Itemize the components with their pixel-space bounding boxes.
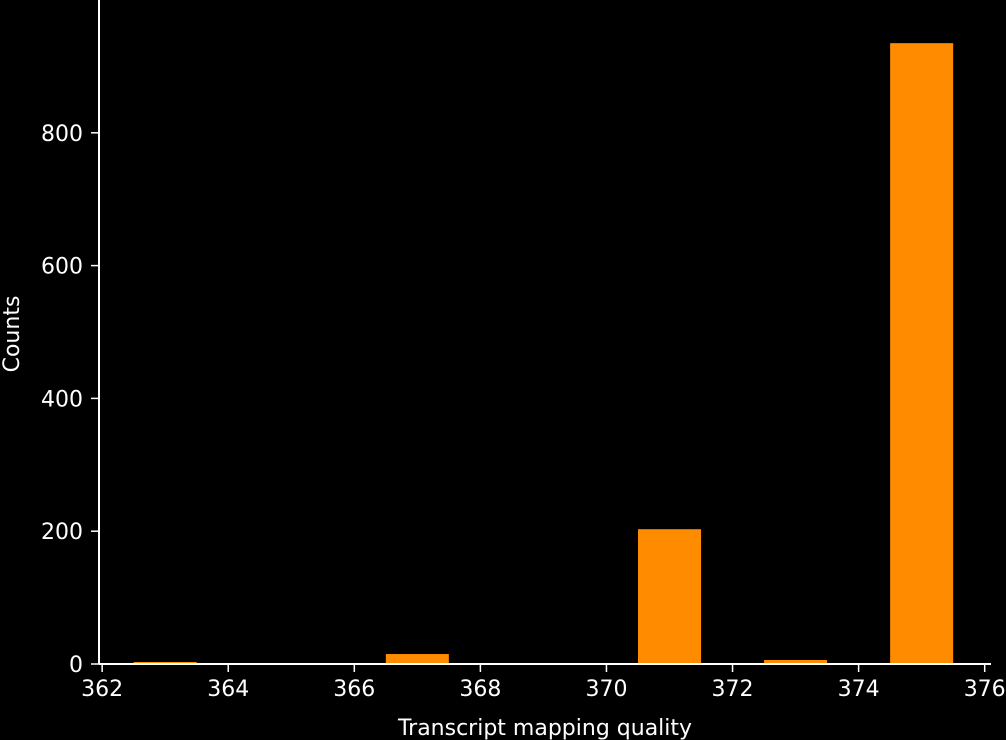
x-tick-label-370: 370 xyxy=(585,677,627,702)
y-axis-label: Counts xyxy=(0,296,25,373)
y-tick-label-600: 600 xyxy=(41,255,83,280)
x-tick-label-366: 366 xyxy=(333,677,375,702)
bar-371 xyxy=(637,529,702,664)
x-axis-ticks: 362 364 366 368 370 372 374 376 xyxy=(81,664,1006,702)
bar-373 xyxy=(764,660,828,664)
y-tick-label-800: 800 xyxy=(41,122,83,147)
bar-375 xyxy=(890,43,954,665)
x-tick-label-364: 364 xyxy=(207,677,249,702)
bars-group xyxy=(133,43,954,665)
y-tick-label-200: 200 xyxy=(41,520,83,545)
x-tick-label-374: 374 xyxy=(838,677,880,702)
x-tick-label-368: 368 xyxy=(459,677,501,702)
y-tick-label-400: 400 xyxy=(41,387,83,412)
x-axis-label: Transcript mapping quality xyxy=(397,716,692,740)
bar-367 xyxy=(385,654,449,664)
y-axis-ticks: 0 200 400 600 800 xyxy=(41,122,99,678)
x-tick-label-362: 362 xyxy=(81,677,123,702)
x-tick-label-372: 372 xyxy=(712,677,754,702)
x-tick-label-376: 376 xyxy=(964,677,1006,702)
y-tick-label-0: 0 xyxy=(69,653,83,678)
